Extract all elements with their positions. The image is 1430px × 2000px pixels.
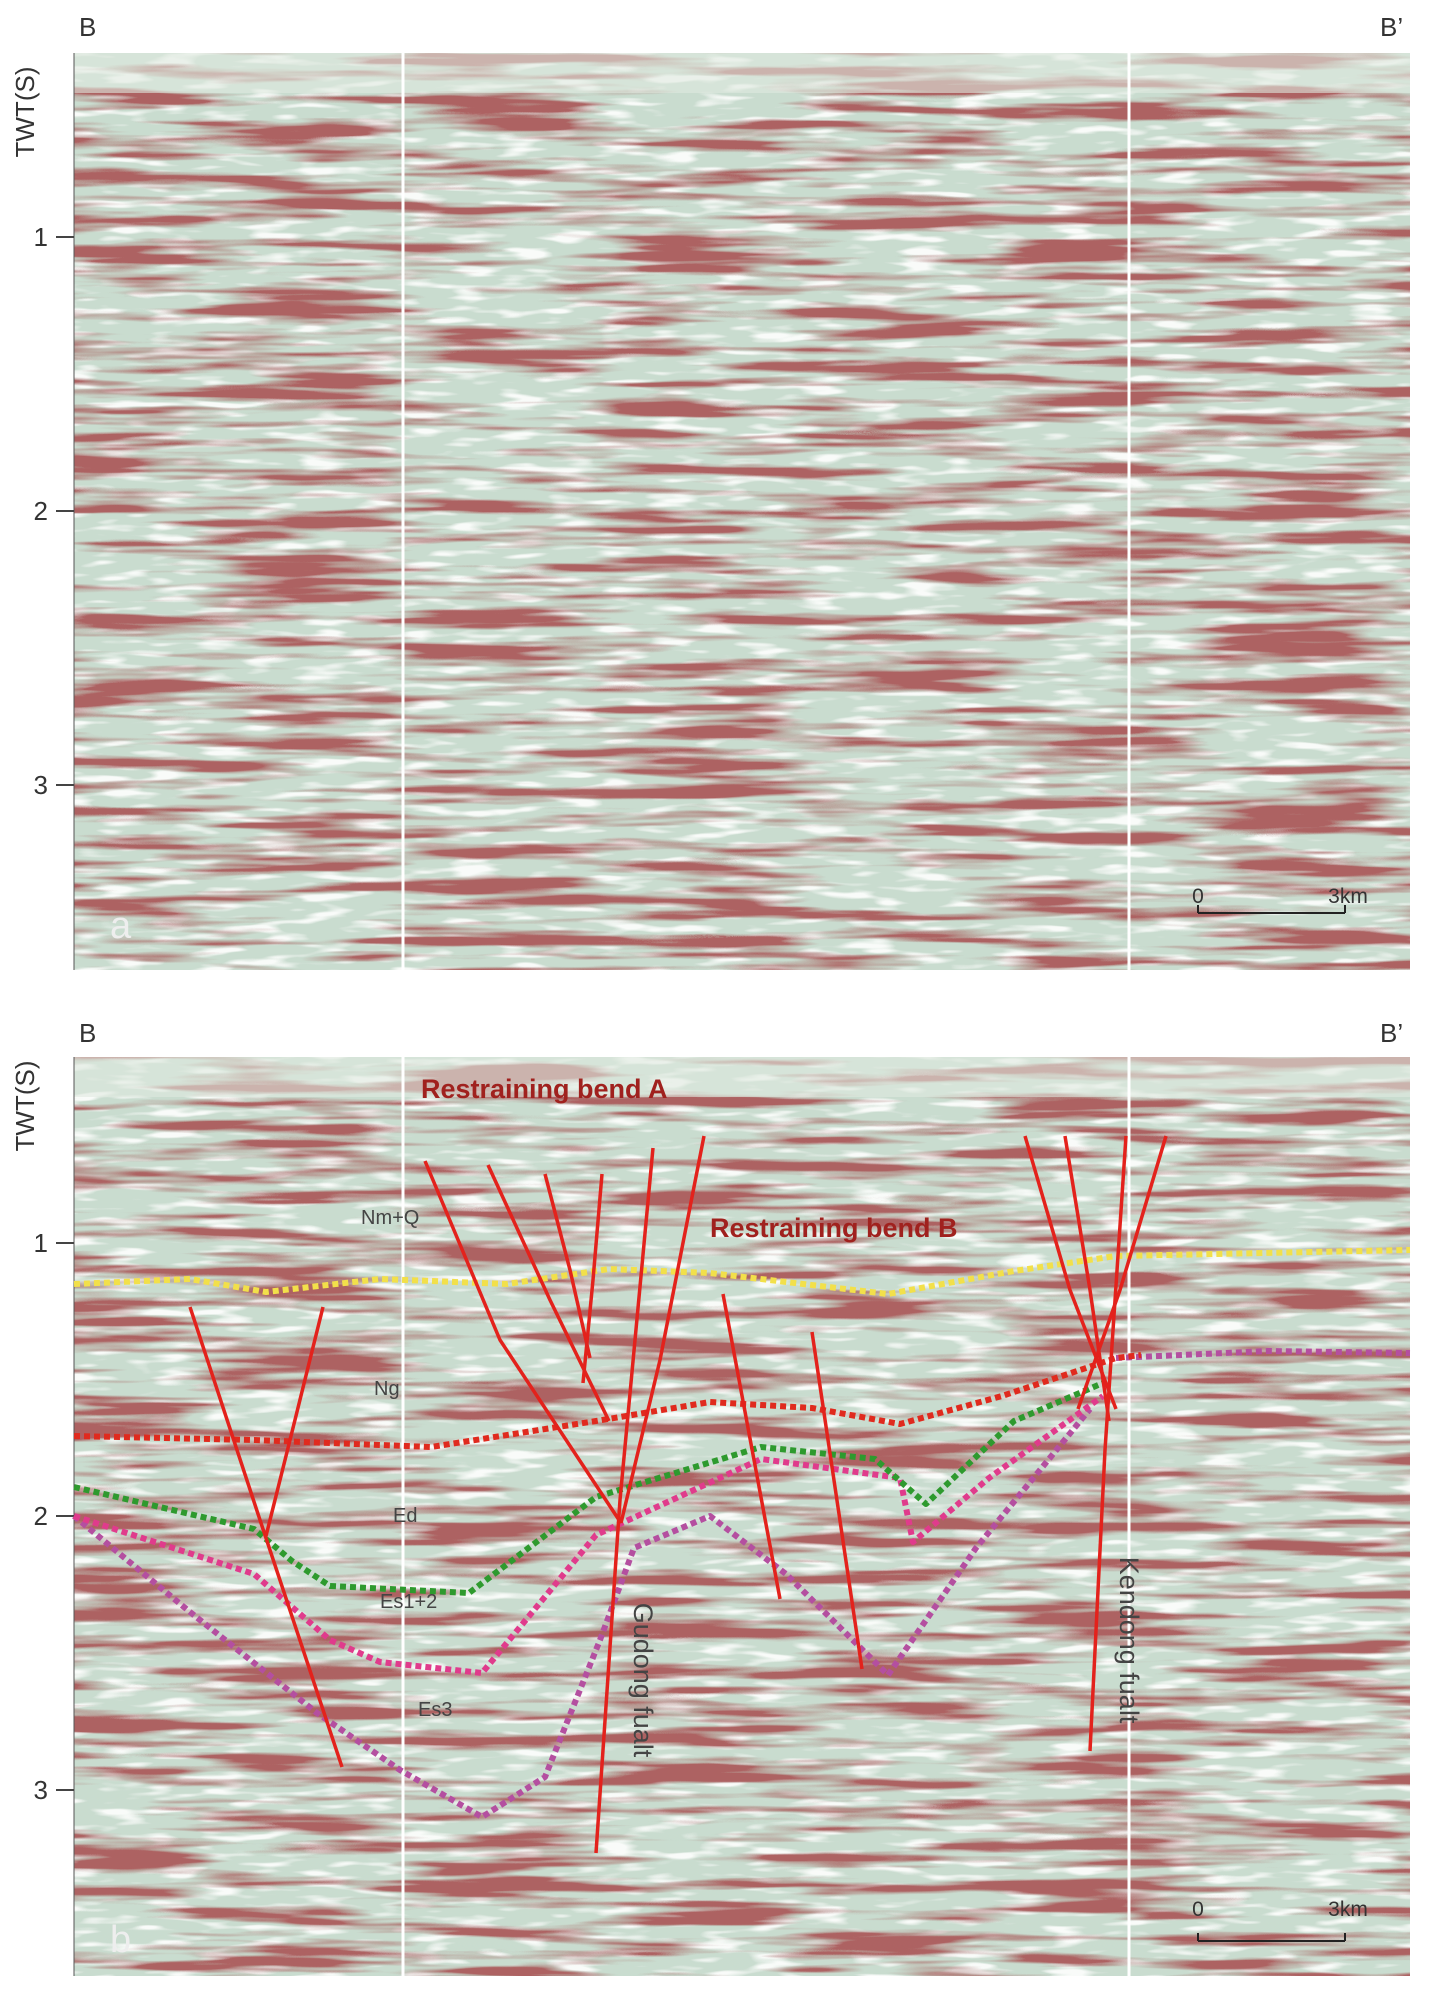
- tick-label: 3: [34, 770, 48, 800]
- horizon: [72, 1407, 1093, 1820]
- right-label: B’: [1380, 12, 1403, 42]
- tick-label: 2: [34, 1501, 48, 1531]
- panel-label: b: [110, 1919, 131, 1961]
- layer-label: Ed: [393, 1505, 417, 1527]
- fault: [1088, 1135, 1128, 1752]
- layer-label: Es1+2: [380, 1591, 437, 1613]
- left-label: B: [79, 1018, 96, 1048]
- tick-label: 2: [34, 496, 48, 526]
- tick-label: 3: [34, 1775, 48, 1805]
- left-label: B: [79, 12, 96, 42]
- panel-label: a: [110, 905, 132, 947]
- horizon: [73, 1247, 1411, 1297]
- fault: [594, 1147, 655, 1854]
- annotation: Restraining bend B: [710, 1213, 958, 1243]
- scale-label: 3km: [1328, 885, 1368, 908]
- fault: [486, 1164, 611, 1422]
- axis-title: TWT(S): [10, 67, 40, 158]
- horizon: [1115, 1348, 1411, 1361]
- annotation: Restraining bend A: [421, 1074, 668, 1104]
- top-fade: [74, 53, 1410, 93]
- fault-label: Gudong fualt: [628, 1603, 658, 1758]
- layer-label: Nm+Q: [361, 1207, 419, 1229]
- top-fade: [74, 1057, 1410, 1097]
- fault: [619, 1135, 706, 1524]
- fault: [581, 1173, 604, 1384]
- fault: [1076, 1135, 1168, 1410]
- tick-label: 1: [34, 222, 48, 252]
- fault: [188, 1306, 344, 1768]
- horizon: [73, 1393, 1105, 1676]
- scale-label: 3km: [1328, 1898, 1368, 1921]
- fault: [543, 1173, 592, 1359]
- interpretation: [72, 1135, 1411, 1854]
- fault: [721, 1293, 782, 1600]
- scale-label: 0: [1192, 885, 1204, 908]
- tick-label: 1: [34, 1228, 48, 1258]
- layer-label: Ng: [374, 1378, 400, 1400]
- fault: [810, 1331, 864, 1670]
- fault: [1063, 1135, 1111, 1422]
- fault: [264, 1306, 325, 1537]
- fault: [423, 1160, 623, 1524]
- axis-title: TWT(S): [10, 1061, 40, 1152]
- panels: [56, 53, 1410, 1976]
- horizon: [73, 1352, 1142, 1450]
- seismic-section: [74, 53, 1410, 970]
- fault-label: Kendong fualt: [1114, 1557, 1144, 1724]
- seismic-section: [74, 1057, 1410, 1976]
- layer-label: Es3: [418, 1699, 452, 1721]
- right-label: B’: [1380, 1018, 1403, 1048]
- scale-label: 0: [1192, 1898, 1204, 1921]
- horizon: [73, 1380, 1105, 1596]
